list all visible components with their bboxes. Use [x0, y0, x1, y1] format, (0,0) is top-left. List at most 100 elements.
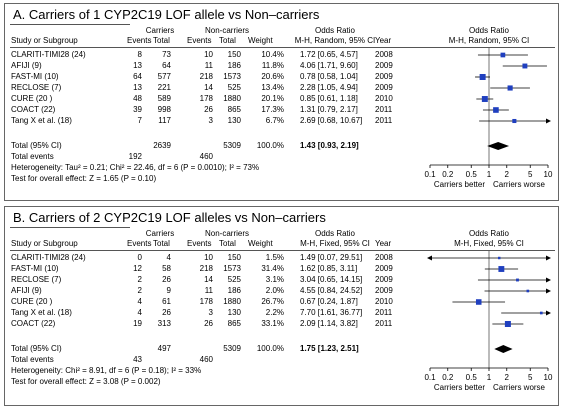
noncarrier-events: 11	[204, 286, 213, 295]
carrier-events: 12	[133, 264, 142, 273]
noncarrier-events: 3	[208, 308, 213, 317]
study-year: 2009	[375, 83, 393, 92]
total-events-label: Total events	[11, 355, 54, 364]
noncarrier-total: 186	[227, 286, 241, 295]
odds-ratio-header: Odds Ratio	[314, 229, 356, 238]
pooled-diamond	[494, 345, 513, 353]
noncarrier-events: 178	[199, 297, 213, 306]
study-point	[526, 289, 530, 293]
carrier-total: 577	[157, 72, 171, 81]
study-weight: 33.1%	[261, 319, 284, 328]
carrier-events: 39	[133, 105, 142, 114]
x-tick-label: 0.2	[442, 170, 454, 179]
noncarrier-total: 1880	[223, 94, 241, 103]
carrier-total: 9	[166, 286, 171, 295]
noncarrier-total: 865	[227, 105, 241, 114]
heterogeneity-stat: Heterogeneity: Tau² = 0.21; Chi² = 22.46…	[11, 163, 260, 172]
study-point	[504, 321, 511, 327]
study-point	[475, 299, 482, 305]
events1-header: Events	[127, 239, 152, 248]
carrier-total: 26	[162, 308, 171, 317]
study-odds-ratio: 1.72 [0.65, 4.57]	[300, 50, 358, 59]
plot-method-header: M-H, Random, 95% CI	[448, 36, 530, 45]
study-point	[481, 96, 488, 102]
plot-title: Odds Ratio	[468, 229, 510, 238]
forest-plot: 0.1 0.2 0.5 1 2 5 10 Carriers better Carriers wo…	[424, 251, 553, 392]
x-tick-label: 0.2	[442, 373, 454, 382]
header-rule-bottom	[10, 47, 555, 48]
carrier-total: 998	[157, 105, 171, 114]
plot-title: Odds Ratio	[468, 26, 510, 35]
header-rule-top-left	[10, 227, 130, 228]
study-point	[539, 311, 543, 315]
study-year: 2009	[375, 286, 393, 295]
total-events-label: Total events	[11, 152, 54, 161]
noncarrier-total: 1573	[223, 264, 241, 273]
x-tick-label: 1	[487, 170, 492, 179]
study-year: 2009	[375, 72, 393, 81]
study-name: RECLOSE (7)	[11, 83, 62, 92]
total2-header: Total	[219, 239, 236, 248]
noncarrier-total: 130	[227, 116, 241, 125]
ci-arrow	[427, 255, 432, 261]
carrier-events: 4	[137, 297, 142, 306]
panel-b: B. Carriers of 2 CYP2C19 LOF alleles vs …	[4, 206, 559, 406]
panel-title: B. Carriers of 2 CYP2C19 LOF alleles vs …	[13, 210, 326, 225]
heterogeneity-stat: Heterogeneity: Chi² = 8.91, df = 6 (P = …	[11, 366, 202, 375]
favours-left-label: Carriers better	[434, 383, 485, 392]
study-odds-ratio: 1.49 [0.07, 29.51]	[300, 253, 363, 262]
study-year: 2010	[375, 94, 393, 103]
group2-header: Non-carriers	[204, 26, 250, 35]
noncarrier-events: 218	[199, 264, 213, 273]
events2-header: Events	[187, 36, 212, 45]
noncarrier-events: 10	[204, 50, 213, 59]
study-weight: 13.4%	[261, 83, 284, 92]
overall-effect-test: Test for overall effect: Z = 3.08 (P = 0…	[11, 377, 161, 386]
noncarrier-total: 1573	[223, 72, 241, 81]
carrier-events: 13	[133, 61, 142, 70]
carrier-events: 7	[137, 116, 142, 125]
study-weight: 2.0%	[265, 286, 284, 295]
study-odds-ratio: 4.55 [0.84, 24.52]	[300, 286, 363, 295]
study-year: 2011	[375, 105, 393, 114]
study-weight: 2.2%	[265, 308, 284, 317]
total-weight: 100.0%	[256, 344, 284, 353]
noncarrier-total: 525	[227, 83, 241, 92]
carrier-total: 4	[166, 253, 171, 262]
study-point	[516, 278, 519, 282]
carrier-total: 313	[157, 319, 171, 328]
study-point	[500, 52, 506, 58]
study-weight: 17.3%	[261, 105, 284, 114]
x-tick-label: 0.5	[466, 373, 478, 382]
carrier-total: 61	[162, 297, 171, 306]
odds-ratio-header: Odds Ratio	[314, 26, 356, 35]
carrier-events: 8	[137, 50, 142, 59]
x-tick-label: 2	[505, 170, 510, 179]
study-name: FAST-MI (10)	[11, 264, 59, 273]
study-odds-ratio: 0.78 [0.58, 1.04]	[300, 72, 358, 81]
total-carrier-events: 192	[128, 152, 142, 161]
study-weight: 20.1%	[261, 94, 284, 103]
noncarrier-events: 14	[204, 275, 213, 284]
study-name: CURE (20 )	[11, 297, 53, 306]
study-name: Tang X et al. (18)	[11, 116, 72, 125]
study-odds-ratio: 1.31 [0.79, 2.17]	[300, 105, 358, 114]
ci-arrow	[546, 118, 551, 124]
carrier-total: 26	[162, 275, 171, 284]
study-odds-ratio: 0.67 [0.24, 1.87]	[300, 297, 358, 306]
carrier-events: 13	[133, 83, 142, 92]
noncarrier-total: 130	[227, 308, 241, 317]
study-weight: 31.4%	[261, 264, 284, 273]
noncarrier-events: 218	[199, 72, 213, 81]
study-name: Tang X et al. (18)	[11, 308, 72, 317]
total-label: Total (95% CI)	[11, 141, 62, 150]
x-tick-label: 2	[505, 373, 510, 382]
total2-header: Total	[219, 36, 236, 45]
carrier-total: 221	[157, 83, 171, 92]
study-weight: 6.7%	[265, 116, 284, 125]
study-name: RECLOSE (7)	[11, 275, 62, 284]
overall-effect-test: Test for overall effect: Z = 1.65 (P = 0…	[11, 174, 157, 183]
favours-right-label: Carriers worse	[493, 180, 546, 189]
year-header: Year	[375, 239, 392, 248]
study-name: CLARITI-TIMI28 (24)	[11, 253, 86, 262]
